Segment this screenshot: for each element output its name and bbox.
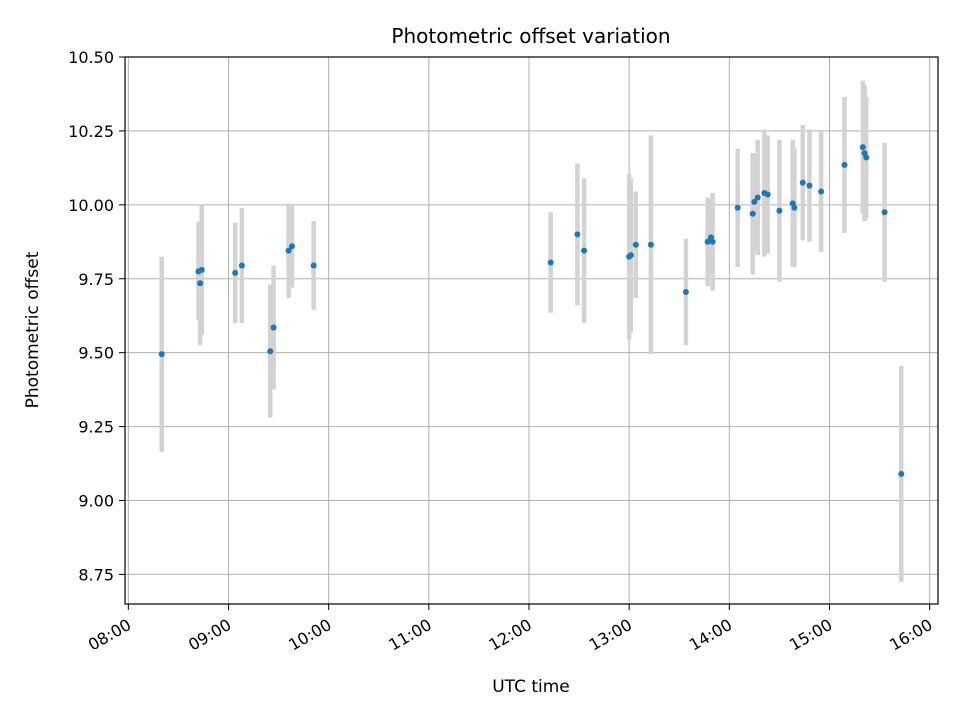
data-point <box>627 252 634 259</box>
data-point <box>547 259 554 266</box>
data-point <box>158 351 165 358</box>
chart-title: Photometric offset variation <box>391 24 670 48</box>
x-axis-label: UTC time <box>492 677 570 697</box>
data-point <box>267 348 274 355</box>
y-tick-label: 10.50 <box>68 48 114 67</box>
data-point <box>841 161 848 168</box>
y-tick-label: 9.25 <box>78 418 114 437</box>
data-point <box>704 238 711 245</box>
data-point <box>310 262 317 269</box>
data-point <box>776 207 783 214</box>
data-point <box>285 247 292 254</box>
data-point <box>270 324 277 331</box>
y-tick-label: 9.75 <box>78 270 114 289</box>
data-point <box>806 182 813 189</box>
data-point <box>647 241 654 248</box>
data-point <box>734 204 741 211</box>
data-point <box>818 188 825 195</box>
data-point <box>859 144 866 151</box>
data-point <box>881 209 888 216</box>
data-point <box>898 470 905 477</box>
y-tick-label: 8.75 <box>78 565 114 584</box>
data-point <box>632 241 639 248</box>
data-point <box>799 179 806 186</box>
data-point <box>197 280 204 287</box>
data-point <box>581 247 588 254</box>
y-tick-label: 10.00 <box>68 196 114 215</box>
data-point <box>764 191 771 198</box>
data-point <box>198 266 205 273</box>
data-point <box>709 238 716 245</box>
data-point <box>749 210 756 217</box>
data-points <box>158 144 905 477</box>
data-point <box>238 262 245 269</box>
y-axis-label: Photometric offset <box>23 251 43 408</box>
data-point <box>863 154 870 161</box>
y-tick-label: 9.50 <box>78 344 114 363</box>
y-axis-ticks: 8.75 9.00 9.25 9.50 9.75 10.00 10.25 10.50 <box>68 48 125 584</box>
y-tick-label: 9.00 <box>78 492 114 511</box>
data-point <box>574 231 581 238</box>
data-point <box>232 269 239 276</box>
data-point <box>682 289 689 296</box>
data-point <box>791 204 798 211</box>
data-point <box>751 198 758 205</box>
plot-frame <box>124 56 939 605</box>
data-point <box>754 194 761 201</box>
y-tick-label: 10.25 <box>68 122 114 141</box>
data-point <box>288 243 295 250</box>
